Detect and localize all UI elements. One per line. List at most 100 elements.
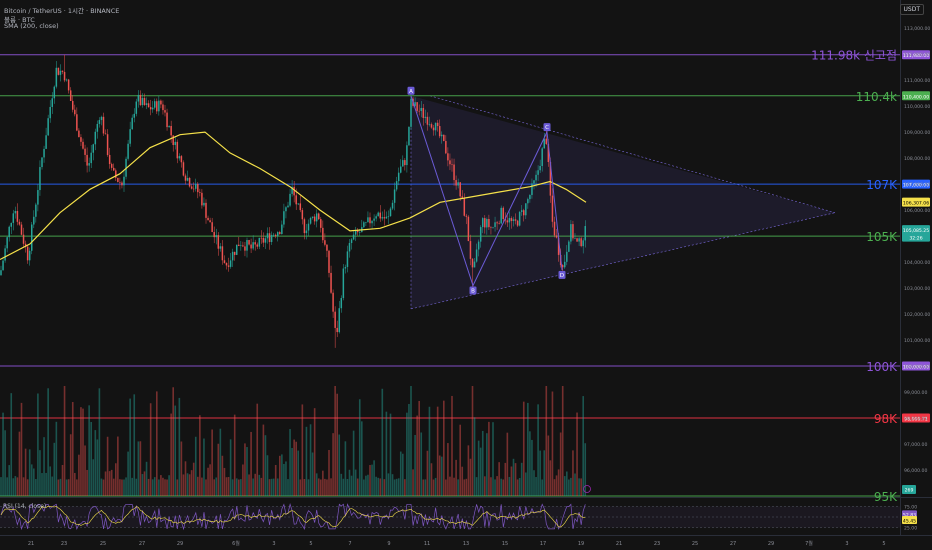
candle-body <box>426 116 429 125</box>
volume-bar <box>434 477 437 496</box>
volume-bar <box>465 478 468 496</box>
candle-body <box>395 181 398 190</box>
candle-body <box>106 134 109 155</box>
currency-button[interactable]: USDT <box>899 4 924 15</box>
volume-bar <box>235 478 238 496</box>
volume-bar <box>348 469 351 496</box>
candle-body <box>270 234 273 243</box>
candle-body <box>416 102 418 111</box>
candle-body <box>324 240 326 245</box>
volume-bar <box>543 450 546 496</box>
volume-bar <box>135 478 138 496</box>
candle-body <box>525 203 527 216</box>
candle-body <box>262 237 265 243</box>
candle-body <box>57 67 60 75</box>
candle-body <box>393 189 396 203</box>
candle-body <box>117 177 119 183</box>
volume-bar <box>112 478 115 496</box>
candle-body <box>123 176 125 186</box>
candle-body <box>217 235 220 249</box>
volume-bar <box>125 477 127 496</box>
volume-bar <box>281 454 283 496</box>
triangle-pattern-area <box>411 95 835 309</box>
volume-bar <box>164 479 166 496</box>
volume-bar <box>563 476 566 496</box>
candle-body <box>338 308 340 333</box>
volume-bar <box>420 432 423 496</box>
volume-bar <box>268 479 271 496</box>
candle-body <box>266 233 269 239</box>
volume-bar <box>4 430 6 496</box>
candle-body <box>242 245 244 247</box>
price-tick-label: 109,000.00 <box>904 130 930 136</box>
volume-bar <box>289 429 291 496</box>
candle-body <box>428 124 431 125</box>
candle-body <box>549 162 552 196</box>
time-tick-label: 13 <box>463 541 469 547</box>
candles-group <box>0 54 586 348</box>
volume-bar <box>223 467 226 496</box>
candle-body <box>180 156 183 163</box>
time-tick-label: 23 <box>61 541 67 547</box>
candle-body <box>199 192 201 193</box>
time-tick-label: 21 <box>28 541 34 547</box>
volume-bar <box>192 462 195 496</box>
pattern-point-c-badge <box>543 123 551 132</box>
volume-bar <box>141 474 144 496</box>
volume-bar <box>496 476 498 496</box>
volume-bar <box>295 441 297 496</box>
volume-bar <box>529 431 531 496</box>
price-tag-bg-1 <box>902 225 930 235</box>
volume-bar <box>276 478 279 496</box>
volume-bar <box>45 472 47 496</box>
time-tick-label: 7 <box>348 541 351 547</box>
volume-bar <box>194 436 197 496</box>
volume-bar <box>82 408 84 496</box>
candle-body <box>572 224 574 239</box>
volume-bar <box>363 479 365 496</box>
candle-body <box>166 112 168 128</box>
volume-bar <box>205 479 207 496</box>
candle-body <box>186 177 189 181</box>
candle-body <box>533 180 535 184</box>
candle-body <box>475 249 478 262</box>
candle-body <box>502 207 504 220</box>
volume-bar <box>506 432 509 496</box>
candle-body <box>256 244 258 247</box>
volume-bar <box>498 462 500 496</box>
volume-bar <box>342 478 345 496</box>
volume-bar <box>30 464 33 496</box>
volume-bar <box>145 461 148 496</box>
price-tick-label: 99,000.00 <box>904 390 927 396</box>
volume-bar <box>459 424 461 496</box>
candle-body <box>561 265 564 268</box>
candle-body <box>578 238 580 242</box>
volume-bar <box>41 473 43 496</box>
volume-bar <box>86 469 88 496</box>
candle-body <box>61 70 64 72</box>
level-label-5: 98K <box>874 412 898 426</box>
time-tick-label: 5 <box>309 541 312 547</box>
candle-body <box>139 94 142 106</box>
sma-200-line <box>0 131 587 261</box>
volume-bar <box>570 477 572 496</box>
volume-bar <box>160 475 162 496</box>
volume-bar <box>576 412 578 496</box>
candle-body <box>488 218 490 228</box>
volume-bar <box>71 402 74 496</box>
volume-bar <box>422 479 425 496</box>
volume-bar <box>151 479 154 496</box>
volume-bar <box>266 455 269 496</box>
volume-bar <box>346 479 349 496</box>
candle-body <box>213 232 215 238</box>
candle-body <box>418 110 420 112</box>
candle-body <box>221 246 224 261</box>
candle-body <box>289 193 291 206</box>
candle-body <box>211 222 213 233</box>
candle-body <box>504 219 507 221</box>
volume-bar <box>199 415 201 496</box>
candle-body <box>576 238 578 242</box>
volume-bar <box>153 477 156 496</box>
volume-bar <box>262 424 265 496</box>
